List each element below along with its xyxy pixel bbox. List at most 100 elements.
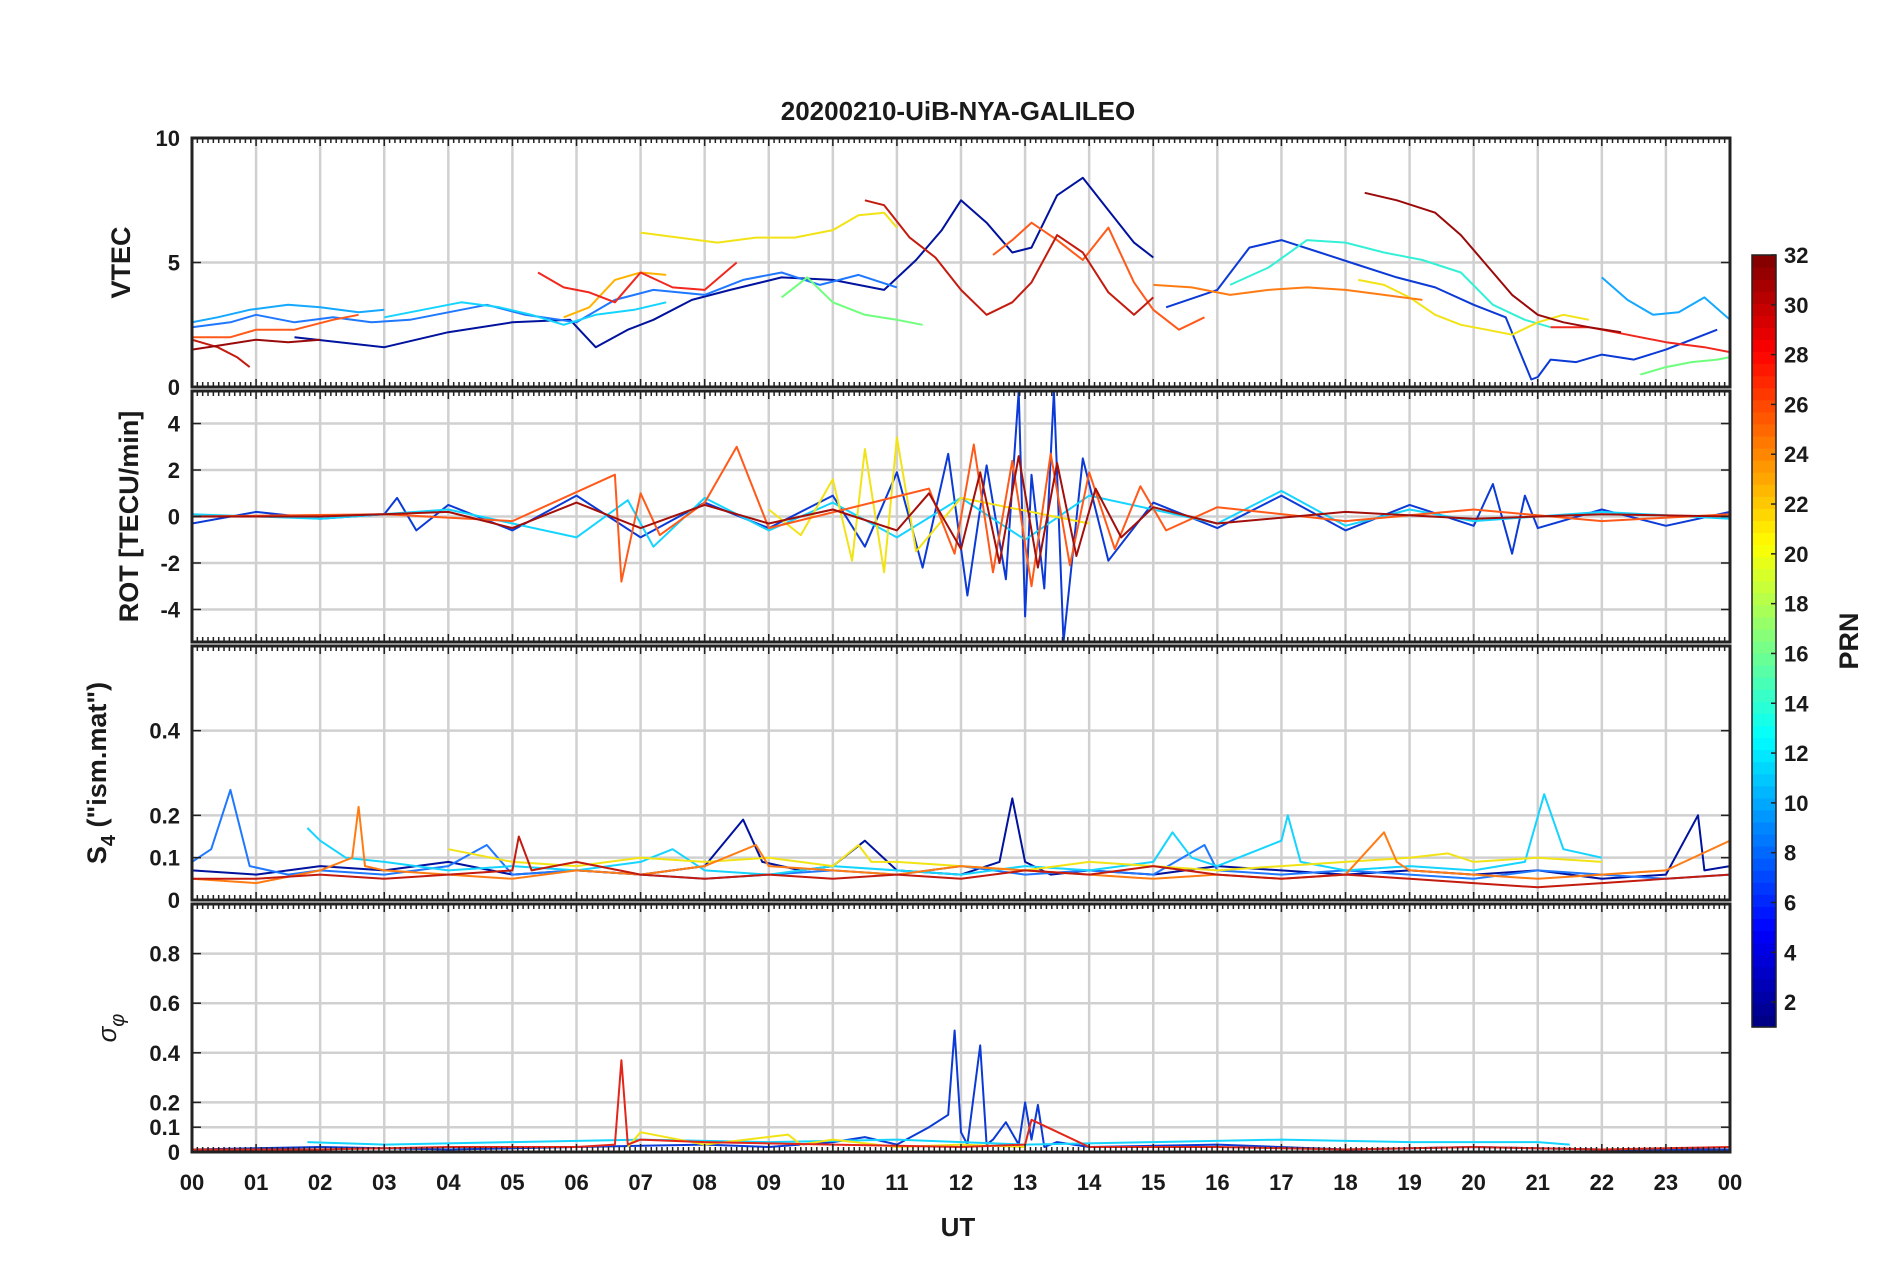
colorbar-tick-label: 6 — [1784, 890, 1796, 915]
colorbar-segment — [1752, 279, 1776, 292]
series-group-s4 — [192, 788, 1730, 889]
colorbar-segment — [1752, 966, 1776, 980]
series-line-prn-13 — [1229, 239, 1551, 329]
colorbar-tick-label: 16 — [1784, 641, 1808, 666]
y-axis-label-vtec: VTEC — [106, 226, 136, 298]
series-line-prn-31 — [192, 338, 321, 351]
colorbar-tick-label: 26 — [1784, 392, 1808, 417]
colorbar-tick-label: 2 — [1784, 990, 1796, 1015]
y-axis-label-rot: ROT [TECU/min] — [114, 411, 144, 622]
series-line-prn-26 — [1550, 326, 1730, 354]
colorbar-segment — [1752, 846, 1776, 859]
panel-sigma_phi: 00.10.2 0.4 0.6 0.8 σφ — [92, 902, 1732, 1165]
series-line-prn-30 — [192, 455, 1730, 569]
x-axis-label: UT — [941, 1212, 976, 1242]
series-line-prn-29 — [864, 199, 1154, 316]
colorbar-segment — [1752, 954, 1776, 968]
colorbar-segment — [1752, 351, 1776, 365]
series-line-prn-25 — [192, 313, 359, 339]
y-tick-label: 0 — [168, 505, 180, 530]
x-axis: 00 01 02 03 04 05 06 07 08 09 10 11 12 13 14 15 16 17 18 19… — [180, 1170, 1742, 1195]
colorbar-segment — [1752, 375, 1776, 389]
colorbar-segment — [1752, 773, 1776, 787]
colorbar-tick-label: 30 — [1784, 293, 1808, 318]
series-line-prn-31 — [1364, 191, 1622, 334]
colorbar-segment — [1752, 749, 1776, 763]
colorbar-segment — [1752, 942, 1776, 956]
series-line-prn-25 — [992, 221, 1205, 331]
colorbar-segment — [1752, 701, 1776, 714]
x-tick-label: 08 — [692, 1170, 716, 1195]
colorbar-segment — [1752, 737, 1776, 751]
x-tick-label: 20 — [1461, 1170, 1485, 1195]
x-tick-label: 01 — [244, 1170, 268, 1195]
y-axis-label-sigma_phi: σφ — [92, 1014, 129, 1043]
colorbar-segment — [1752, 592, 1776, 606]
colorbar-segment — [1752, 580, 1776, 594]
colorbar-segment — [1752, 399, 1776, 413]
colorbar-segment — [1752, 930, 1776, 944]
colorbar-segment — [1752, 616, 1776, 630]
colorbar-segment — [1752, 797, 1776, 811]
colorbar-segment — [1752, 665, 1776, 678]
y-tick-label: 2 — [168, 458, 180, 483]
colorbar-tick-label: 20 — [1784, 542, 1808, 567]
y-tick-label: 0.1 — [149, 1115, 180, 1140]
x-tick-label: 13 — [1013, 1170, 1037, 1195]
colorbar-segment — [1752, 725, 1776, 739]
x-tick-label: 02 — [308, 1170, 332, 1195]
colorbar-segment — [1752, 472, 1776, 485]
x-tick-label: 18 — [1333, 1170, 1357, 1195]
colorbar-segment — [1752, 1014, 1776, 1028]
x-tick-label: 15 — [1141, 1170, 1165, 1195]
colorbar-segment — [1752, 918, 1776, 932]
series-line-prn-10 — [192, 303, 385, 324]
x-tick-label: 09 — [757, 1170, 781, 1195]
ticks-s4: 0 0.1 0.2 0.4 — [149, 646, 1731, 913]
colorbar-segment — [1752, 411, 1776, 425]
colorbar-tick-label: 28 — [1784, 343, 1808, 368]
y-tick-label: 0 — [168, 375, 180, 400]
colorbar-segment — [1752, 858, 1776, 871]
colorbar-segment — [1752, 267, 1776, 280]
colorbar-segment — [1752, 870, 1776, 883]
colorbar-tick-label: 10 — [1784, 791, 1808, 816]
colorbar-segment — [1752, 556, 1776, 570]
x-tick-label: 04 — [436, 1170, 461, 1195]
colorbar-segment — [1752, 834, 1776, 847]
colorbar-segment — [1752, 291, 1776, 304]
colorbar-segment — [1752, 713, 1776, 727]
colorbar-segment — [1752, 785, 1776, 799]
ticks-sigma_phi: 00.10.2 0.4 0.6 0.8 — [149, 904, 1731, 1165]
colorbar-segment — [1752, 520, 1776, 534]
colorbar-tick-label: 8 — [1784, 841, 1796, 866]
grid-s4 — [192, 646, 1730, 900]
colorbar-segment — [1752, 882, 1776, 895]
x-tick-label: 03 — [372, 1170, 396, 1195]
panel-s4: 0 0.1 0.2 0.4 S4 ("ism.mat") — [82, 644, 1732, 913]
colorbar-segment — [1752, 641, 1776, 654]
colorbar-tick-label: 4 — [1784, 940, 1797, 965]
series-line-prn-22 — [563, 271, 667, 319]
colorbar-segment — [1752, 460, 1776, 473]
x-tick-label: 19 — [1397, 1170, 1421, 1195]
series-line-prn-20 — [640, 211, 898, 244]
panel-rot: -4 -2 0 2 4 ROT [TECU/min] — [114, 389, 1732, 644]
series-line-prn-4 — [1165, 239, 1718, 381]
x-tick-label: 22 — [1590, 1170, 1614, 1195]
series-line-prn-29 — [192, 338, 251, 368]
ticks-rot: -4 -2 0 2 4 — [160, 391, 1731, 642]
grid-rot — [192, 391, 1730, 642]
colorbar-tick-label: 32 — [1784, 243, 1808, 268]
x-tick-label: 06 — [564, 1170, 588, 1195]
x-tick-label: 05 — [500, 1170, 524, 1195]
colorbar-frame — [1751, 254, 1777, 1028]
colorbar-segment — [1752, 990, 1776, 1004]
y-tick-label: 0.4 — [149, 719, 180, 744]
colorbar-segment — [1752, 809, 1776, 823]
y-tick-label: 0 — [168, 888, 180, 913]
colorbar-segment — [1752, 387, 1776, 401]
series-line-prn-16 — [780, 276, 923, 326]
